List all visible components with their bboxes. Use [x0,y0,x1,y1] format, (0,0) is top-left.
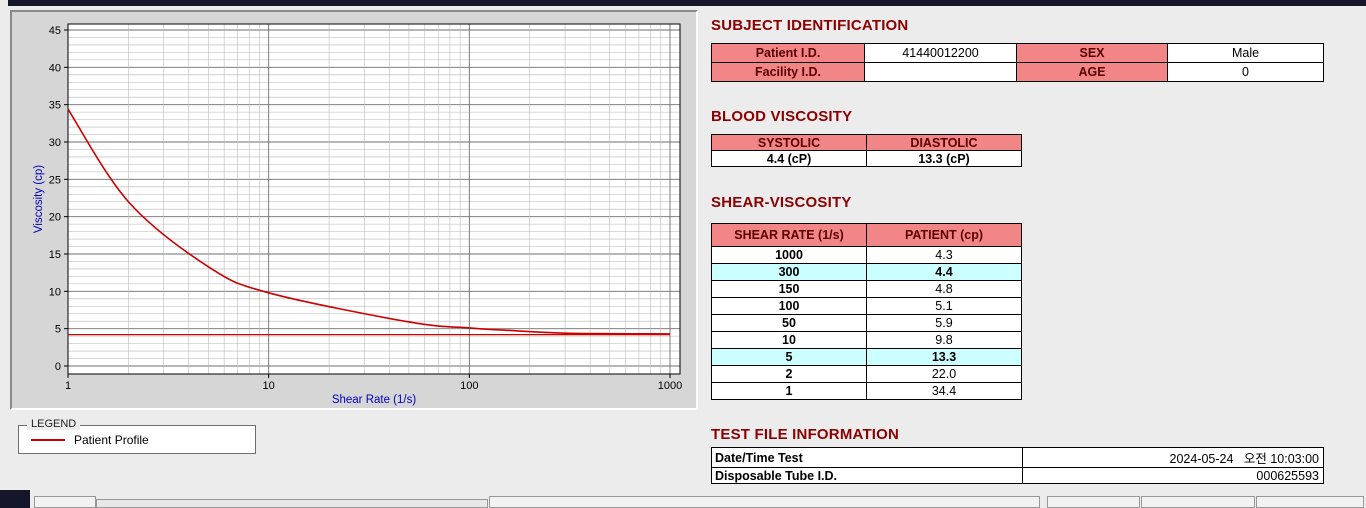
shear-rate-value: 50 [711,314,867,332]
shear-row: 1000 4.3 [711,246,1022,264]
shear-row: 300 4.4 [711,263,1022,281]
bv-header: SYSTOLIC [711,134,867,151]
field-value: 41440012200 [864,43,1017,63]
shear-rate-value: 5 [711,348,867,366]
legend-item-patient-profile: Patient Profile [19,426,255,453]
top-border [8,0,1366,6]
shear-rate-value: 1000 [711,246,867,264]
viscosity-chart: 0 5 10 15 20 25 30 35 40 45 1 10 100 1000 Shear Rate (… [33,23,682,406]
legend-line-sample [31,438,65,441]
shear-rate-value: 1 [711,382,867,400]
sv-header: SHEAR RATE (1/s) [711,223,867,247]
patient-viscosity-value: 34.4 [866,382,1022,400]
svg-text:10: 10 [49,286,61,298]
bottom-panel-6[interactable] [1256,496,1364,508]
legend-box: LEGEND Patient Profile [18,418,256,454]
svg-text:10: 10 [263,380,275,392]
field-value: Male [1167,43,1324,63]
test-file-row: Disposable Tube I.D. 000625593 [711,467,1324,484]
x-axis-title: Shear Rate (1/s) [332,394,417,406]
patient-viscosity-value: 4.3 [866,246,1022,264]
shear-row: 5 13.3 [711,348,1022,366]
bv-header-row: SYSTOLIC DIASTOLIC [711,134,1022,151]
bv-value: 13.3 (cP) [866,150,1022,167]
viscosity-chart-panel: 0 5 10 15 20 25 30 35 40 45 1 10 100 1000 Shear Rate (… [10,10,698,410]
subject-row: Patient I.D. 41440012200 SEX Male [711,43,1324,63]
legend-title: LEGEND [27,418,81,430]
field-label: SEX [1016,43,1168,63]
test-file-value: 000625593 [1022,467,1324,484]
svg-text:40: 40 [49,62,61,74]
sv-header-row: SHEAR RATE (1/s) PATIENT (cp) [711,223,1022,247]
patient-viscosity-value: 5.1 [866,297,1022,315]
patient-viscosity-value: 4.8 [866,280,1022,298]
svg-text:100: 100 [460,380,478,392]
bv-value: 4.4 (cP) [711,150,867,167]
bottom-panel-1[interactable] [34,496,96,508]
svg-text:30: 30 [49,137,61,149]
shear-row: 10 9.8 [711,331,1022,349]
patient-viscosity-value: 22.0 [866,365,1022,383]
svg-text:1: 1 [65,380,71,392]
shear-row: 150 4.8 [711,280,1022,298]
legend-label: Patient Profile [74,432,149,447]
svg-text:25: 25 [49,174,61,186]
shear-row: 1 34.4 [711,382,1022,400]
field-label: AGE [1016,62,1168,82]
sv-header: PATIENT (cp) [866,223,1022,247]
field-value [864,62,1017,82]
svg-text:0: 0 [55,361,61,373]
patient-viscosity-value: 5.9 [866,314,1022,332]
bottom-panel-5[interactable] [1141,496,1255,508]
patient-viscosity-value: 4.4 [866,263,1022,281]
shear-rate-value: 100 [711,297,867,315]
field-value: 0 [1167,62,1324,82]
test-file-label: Disposable Tube I.D. [711,467,1023,484]
shear-rate-value: 10 [711,331,867,349]
shear-viscosity-title: SHEAR-VISCOSITY [711,194,852,211]
svg-text:15: 15 [49,249,61,261]
test-file-value: 2024-05-24 오전 10:03:00 [1022,447,1324,468]
svg-text:35: 35 [49,100,61,112]
blood-viscosity-table: SYSTOLIC DIASTOLIC 4.4 (cP) 13.3 (cP) [711,134,1022,167]
svg-text:5: 5 [55,324,61,336]
bv-value-row: 4.4 (cP) 13.3 (cP) [711,150,1022,167]
shear-viscosity-table: SHEAR RATE (1/s) PATIENT (cp) 1000 4.3 300 4… [711,223,1022,400]
test-file-label: Date/Time Test [711,447,1023,468]
test-file-table: Date/Time Test 2024-05-24 오전 10:03:00 Disp… [711,447,1324,484]
svg-text:45: 45 [49,25,61,37]
bottom-panel-3[interactable] [489,496,1040,508]
svg-text:20: 20 [49,212,61,224]
patient-profile-curve [67,108,671,335]
blood-viscosity-title: BLOOD VISCOSITY [711,108,853,125]
subject-row: Facility I.D. AGE 0 [711,62,1324,82]
subject-identification-table: Patient I.D. 41440012200 SEX Male Facility I… [711,43,1324,82]
svg-text:1000: 1000 [658,380,682,392]
field-label: Facility I.D. [711,62,865,82]
subject-identification-title: SUBJECT IDENTIFICATION [711,17,909,34]
shear-row: 50 5.9 [711,314,1022,332]
patient-viscosity-value: 13.3 [866,348,1022,366]
test-file-row: Date/Time Test 2024-05-24 오전 10:03:00 [711,447,1324,468]
shear-row: 2 22.0 [711,365,1022,383]
info-panel: SUBJECT IDENTIFICATION Patient I.D. 41440… [711,10,1324,484]
test-file-information-title: TEST FILE INFORMATION [711,426,900,443]
patient-viscosity-value: 9.8 [866,331,1022,349]
shear-rate-value: 150 [711,280,867,298]
shear-row: 100 5.1 [711,297,1022,315]
bottom-panel-4[interactable] [1047,496,1140,508]
bottom-panel-2[interactable] [96,499,488,508]
shear-rate-value: 2 [711,365,867,383]
bottom-left-block [0,490,30,508]
y-axis-title: Viscosity (cp) [33,165,45,233]
field-label: Patient I.D. [711,43,865,63]
shear-rate-value: 300 [711,263,867,281]
bv-header: DIASTOLIC [866,134,1022,151]
